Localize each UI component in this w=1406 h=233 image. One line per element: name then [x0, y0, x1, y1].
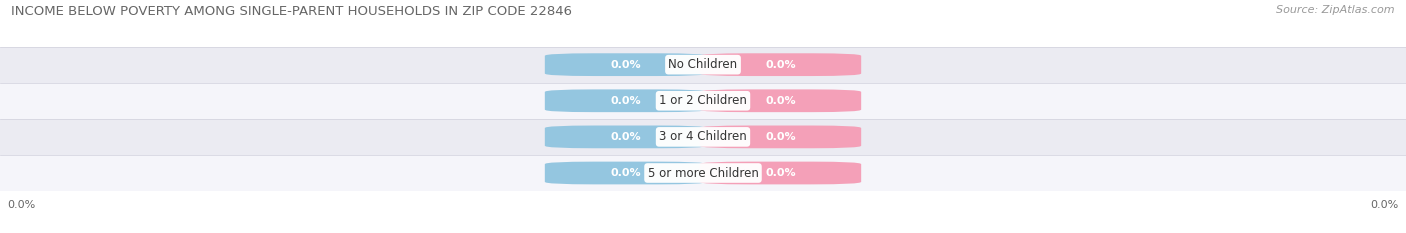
FancyBboxPatch shape [700, 162, 860, 184]
Text: 0.0%: 0.0% [765, 168, 796, 178]
FancyBboxPatch shape [546, 162, 707, 184]
Text: 3 or 4 Children: 3 or 4 Children [659, 130, 747, 143]
Bar [0, 119, 1406, 155]
FancyBboxPatch shape [546, 126, 707, 148]
FancyBboxPatch shape [546, 53, 707, 76]
Text: 0.0%: 0.0% [765, 132, 796, 142]
Bar [0, 155, 1406, 191]
Text: 0.0%: 0.0% [610, 96, 641, 106]
Text: 0.0%: 0.0% [610, 168, 641, 178]
Text: 0.0%: 0.0% [610, 60, 641, 70]
Bar [0, 47, 1406, 83]
FancyBboxPatch shape [700, 53, 860, 76]
FancyBboxPatch shape [700, 126, 860, 148]
Text: Source: ZipAtlas.com: Source: ZipAtlas.com [1277, 5, 1395, 15]
Text: 0.0%: 0.0% [765, 96, 796, 106]
Text: 0.0%: 0.0% [765, 60, 796, 70]
Text: 1 or 2 Children: 1 or 2 Children [659, 94, 747, 107]
FancyBboxPatch shape [546, 89, 707, 112]
Text: 0.0%: 0.0% [610, 132, 641, 142]
Text: INCOME BELOW POVERTY AMONG SINGLE-PARENT HOUSEHOLDS IN ZIP CODE 22846: INCOME BELOW POVERTY AMONG SINGLE-PARENT… [11, 5, 572, 18]
FancyBboxPatch shape [700, 89, 860, 112]
Bar [0, 83, 1406, 119]
Text: 0.0%: 0.0% [7, 200, 35, 210]
Text: 0.0%: 0.0% [1371, 200, 1399, 210]
Text: No Children: No Children [668, 58, 738, 71]
Text: 5 or more Children: 5 or more Children [648, 167, 758, 179]
